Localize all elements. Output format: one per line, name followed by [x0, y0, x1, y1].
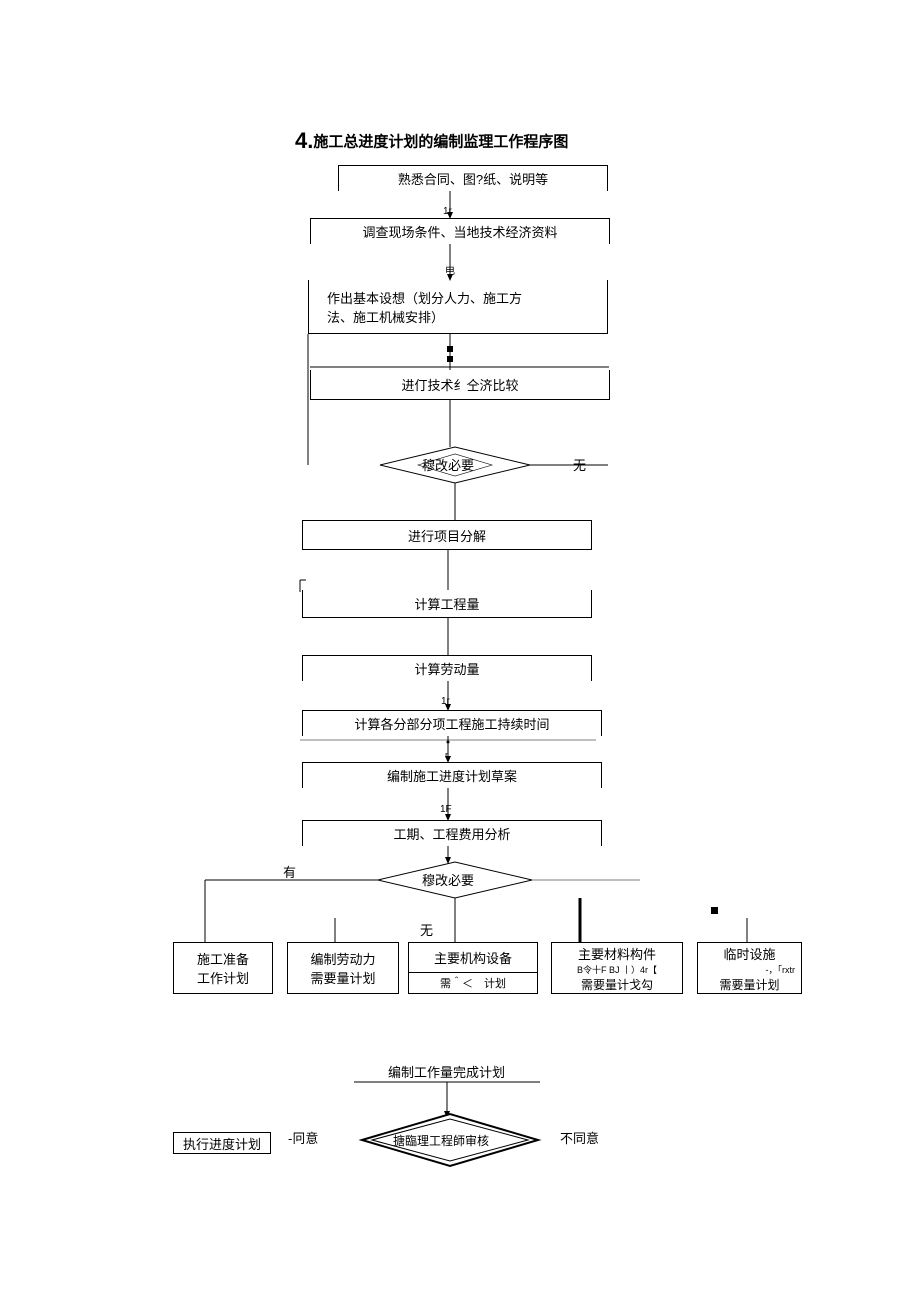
node-execute-plan: 执行进度计划 — [173, 1132, 271, 1154]
dot-icon — [447, 356, 453, 362]
node-prep-plan: 施工准备 工作计划 — [173, 942, 273, 994]
label-d2-no: 无 — [420, 920, 433, 939]
node-workload-plan: 编制工作量完成计划 — [388, 1062, 505, 1081]
node-tech-econ-compare: 进仃技术纟仝济比较 — [310, 370, 610, 400]
node-temp-facility-plan: 临时设施 -，「rxtr 需要量计划 — [697, 942, 802, 994]
node-familiarize-contract: 熟悉合同、图?纸、说明等 — [338, 165, 608, 191]
node-labor-plan: 编制劳动力 需要量计划 — [287, 942, 399, 994]
node-equipment-plan: 主要机构设备 需＾＜ 计划 — [408, 942, 538, 994]
title-text: 施工总进度计划的编制监理工作程序图 — [313, 134, 568, 151]
node-material-plan: 主要材料构件 B令十F BJ 丨）4r【 需要量计戈勾 — [551, 942, 683, 994]
label-d1-none: 无 — [573, 455, 586, 474]
dot-icon — [447, 346, 453, 352]
svg-text:1r: 1r — [443, 206, 453, 217]
node-calc-quantity: 计算工程量 — [302, 590, 592, 618]
svg-text:1F: 1F — [440, 804, 452, 815]
chart-title: 4.施工总进度计划的编制监理工作程序图 — [295, 128, 568, 154]
node-project-breakdown: 进行项目分解 — [302, 520, 592, 550]
node-draft-schedule: 编制施工进度计划草案 — [302, 762, 602, 788]
label-d3-disagree: 不同意 — [560, 1128, 599, 1147]
svg-text:r: r — [445, 750, 448, 760]
decision3-text: 搪臨理工程師审核 — [393, 1133, 489, 1148]
connectors-overlay: 1r 电 1r r 1 — [0, 0, 920, 1303]
node-basic-plan: 作出基本设想（划分人力、施工方 法、施工机械安排） — [308, 280, 608, 334]
svg-text:1r: 1r — [441, 696, 451, 707]
label-d3-agree: -冋意 — [288, 1128, 318, 1147]
decision2-text: 穆改必要 — [422, 873, 474, 888]
node-cost-analysis: 工期、工程费用分析 — [302, 820, 602, 846]
flowchart-page: 4.施工总进度计划的编制监理工作程序图 熟悉合同、图?纸、说明等 调查现场条件、… — [0, 0, 920, 1303]
svg-text:电: 电 — [445, 264, 455, 277]
node-investigate-site: 调查现场条件、当地技术经济资料 — [310, 218, 610, 244]
title-number: 4. — [295, 128, 313, 153]
label-d2-yes: 有 — [283, 862, 296, 881]
node-calc-duration: 计算各分部分项工程施工持续时间 — [302, 710, 602, 736]
dot-icon — [711, 907, 718, 914]
node-calc-labor: 计算劳动量 — [302, 655, 592, 681]
decision1-text: 穆改必要 — [422, 458, 474, 473]
